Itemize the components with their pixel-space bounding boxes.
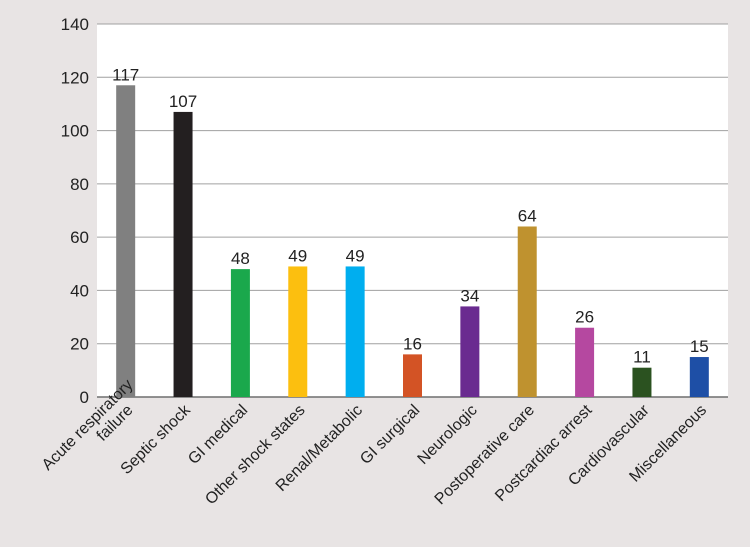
y-tick-label: 120	[61, 68, 89, 87]
bar	[116, 85, 136, 398]
bar	[460, 306, 480, 397]
plot-area	[97, 24, 728, 397]
data-label: 15	[690, 337, 709, 356]
data-label: 34	[460, 286, 479, 305]
y-axis-tick-labels: 0 20 40 60 80 100 120 140	[61, 15, 89, 407]
bar	[632, 367, 652, 397]
y-tick-label: 100	[61, 122, 89, 141]
bar	[230, 269, 250, 397]
data-label: 49	[346, 246, 365, 265]
data-labels: 117 107 48 49 49 16 34 64 26 11 15	[112, 65, 709, 366]
bar	[288, 266, 308, 397]
y-tick-label: 80	[70, 175, 89, 194]
y-tick-label: 0	[80, 388, 89, 407]
bar	[517, 226, 537, 397]
data-label: 11	[633, 348, 651, 367]
data-label: 48	[231, 249, 250, 268]
bar	[173, 111, 193, 398]
y-tick-label: 60	[70, 228, 89, 247]
data-label: 117	[112, 65, 139, 84]
data-label: 26	[575, 308, 594, 327]
bar	[575, 327, 595, 397]
data-label: 16	[403, 334, 422, 353]
y-tick-label: 140	[61, 15, 89, 34]
data-label: 49	[288, 246, 307, 265]
y-tick-label: 20	[70, 335, 89, 354]
y-tick-label: 40	[70, 281, 89, 300]
data-label: 64	[518, 206, 537, 225]
bar	[403, 354, 422, 397]
bar-series	[116, 85, 709, 398]
bar	[345, 266, 365, 397]
data-label: 107	[169, 92, 197, 111]
bar	[689, 357, 709, 397]
